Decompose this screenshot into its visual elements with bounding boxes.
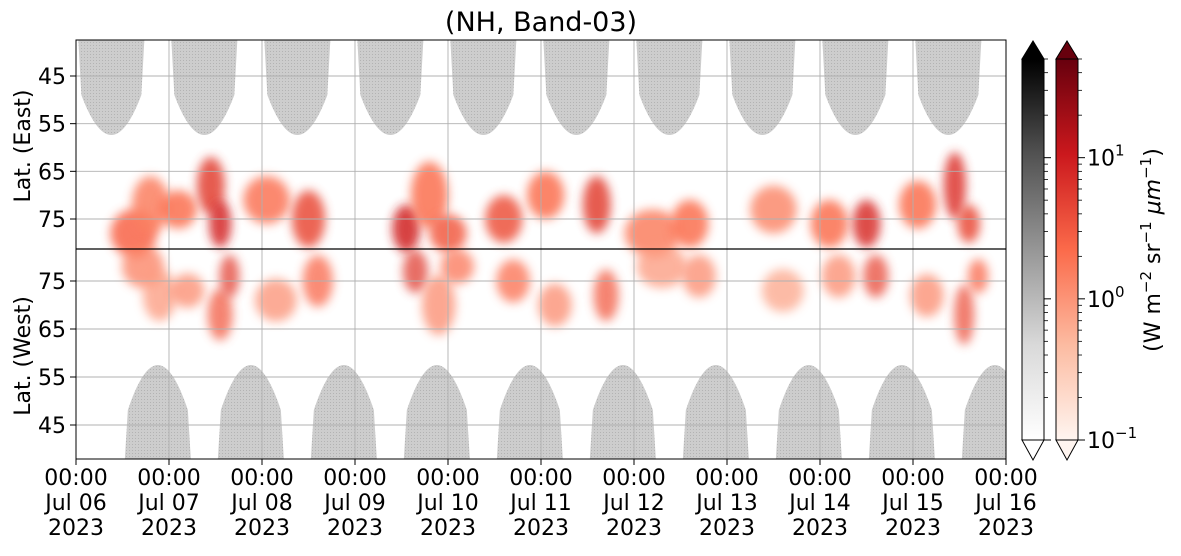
y-tick-label: 65: [38, 318, 66, 343]
y-label-lower: Lat. (West): [11, 296, 36, 416]
x-axis: 00:00 Jul 06 2023 00:00 Jul 07 2023 00:00 Jul 0…: [43, 459, 1038, 541]
colorbars: 10−1 100 101 (W m−2 sr−1 μm−1): [1021, 40, 1166, 462]
aurora-patch-west: [636, 245, 688, 289]
aurora-patch-east: [410, 161, 448, 229]
aurora-patch-east: [527, 171, 565, 220]
colorbar-greys-extend-bottom: [1021, 439, 1045, 462]
colorbar-greys: [1021, 40, 1045, 462]
daylight-block-west: [310, 365, 377, 459]
daylight-block-west: [682, 365, 749, 459]
colorbar-tick-label: 101: [1087, 142, 1125, 172]
aurora-patch-west: [954, 284, 975, 345]
daylight-block-west: [403, 365, 470, 459]
y-tick-label: 45: [38, 414, 66, 439]
aurora-patch-west: [821, 254, 856, 298]
aurora-patch-east: [810, 199, 848, 248]
daylight-block-east: [636, 40, 703, 135]
colorbar-label: (W m−2 sr−1 μm−1): [1137, 148, 1166, 352]
aurora-patch-west: [968, 259, 989, 294]
x-tick-label: 00:00 Jul 08 2023: [229, 466, 293, 541]
daylight-block-east: [171, 40, 238, 135]
aurora-patch-west: [538, 283, 572, 327]
aurora-patch-west: [142, 269, 177, 322]
daylight-block-east: [543, 40, 610, 135]
y-label-upper: Lat. (East): [11, 90, 36, 203]
colorbar-ticks: 10−1 100 101: [1044, 58, 1137, 454]
colorbar-greys-body: [1021, 58, 1045, 441]
aurora-patch-west: [255, 278, 297, 322]
chart-title: (NH, Band-03): [445, 7, 637, 38]
aurora-patch-west: [761, 269, 804, 313]
y-tick-label: 65: [38, 160, 66, 185]
aurora-patch-east: [957, 204, 980, 243]
aurora-patch-west: [207, 288, 233, 341]
aurora-patch-east: [159, 190, 197, 229]
aurora-patch-west: [421, 274, 456, 336]
daylight-block-west: [868, 365, 935, 459]
colorbar-tick-label: 100: [1087, 283, 1125, 313]
aurora-patch-east: [582, 176, 611, 234]
colorbar-reds-extend-top: [1055, 40, 1079, 60]
colorbar-reds-extend-bottom: [1055, 439, 1079, 462]
aurora-patch-west: [219, 254, 240, 298]
x-tick-label: 00:00 Jul 10 2023: [415, 466, 479, 541]
aurora-patch-east: [392, 204, 421, 253]
x-tick-label: 00:00 Jul 13 2023: [694, 466, 758, 541]
x-tick-label: 00:00 Jul 06 2023: [43, 466, 107, 541]
x-tick-label: 00:00 Jul 14 2023: [787, 466, 851, 541]
daylight-block-east: [729, 40, 796, 135]
aurora-patch-east: [943, 152, 967, 219]
aurora-patch-west: [910, 273, 944, 317]
plot-area: [75, 39, 1007, 460]
daylight-block-east: [264, 40, 331, 135]
daylight-block-west: [775, 365, 842, 459]
aurora-patch-west: [402, 249, 429, 293]
x-tick-label: 00:00 Jul 09 2023: [322, 466, 386, 541]
aurora-patch-west: [682, 254, 716, 298]
daylight-block-west: [496, 365, 563, 459]
aurora-patch-west: [593, 269, 619, 322]
colorbar-greys-extend-top: [1021, 40, 1045, 60]
y-tick-label: 75: [38, 270, 66, 295]
aurora-patch-east: [208, 199, 232, 248]
x-tick-label: 00:00 Jul 11 2023: [508, 466, 572, 541]
daylight-block-east: [78, 40, 145, 135]
aurora-patch-east: [899, 180, 937, 229]
daylight-block-east: [450, 40, 517, 135]
daylight-block-east: [822, 40, 889, 135]
daylight-block-west: [217, 365, 284, 459]
aurora-patch-west: [863, 254, 889, 298]
y-tick-label: 55: [38, 366, 66, 391]
y-tick-label: 55: [38, 113, 66, 138]
colorbar-reds: [1055, 40, 1079, 462]
x-tick-label: 00:00 Jul 15 2023: [880, 466, 944, 541]
y-axis-upper: 45 55 65 75: [38, 65, 76, 233]
daylight-block-east: [357, 40, 424, 135]
daylight-block-west: [961, 365, 1006, 459]
x-tick-label: 00:00 Jul 16 2023: [973, 466, 1037, 541]
daylight-block-east: [915, 40, 982, 135]
y-tick-label: 75: [38, 208, 66, 233]
aurora-patch-east: [852, 199, 881, 248]
aurora-patch-east: [243, 176, 290, 224]
daylight-block-west: [124, 365, 191, 459]
colorbar-reds-body: [1055, 58, 1079, 441]
y-axis-lower: 75 65 55 45: [38, 270, 76, 439]
aurora-patch-west: [440, 249, 475, 284]
aurora-patch-east: [624, 209, 681, 258]
aurora-patch-east: [671, 199, 709, 248]
x-tick-label: 00:00 Jul 07 2023: [136, 466, 200, 541]
aurora-patch-east: [750, 185, 797, 234]
aurora-patch-west: [170, 273, 205, 308]
daylight-block-west: [589, 365, 656, 459]
colorbar-tick-label: 10−1: [1087, 424, 1137, 454]
y-tick-label: 45: [38, 65, 66, 90]
x-tick-label: 00:00 Jul 12 2023: [601, 466, 665, 541]
daylight-blocks: [78, 40, 1006, 459]
